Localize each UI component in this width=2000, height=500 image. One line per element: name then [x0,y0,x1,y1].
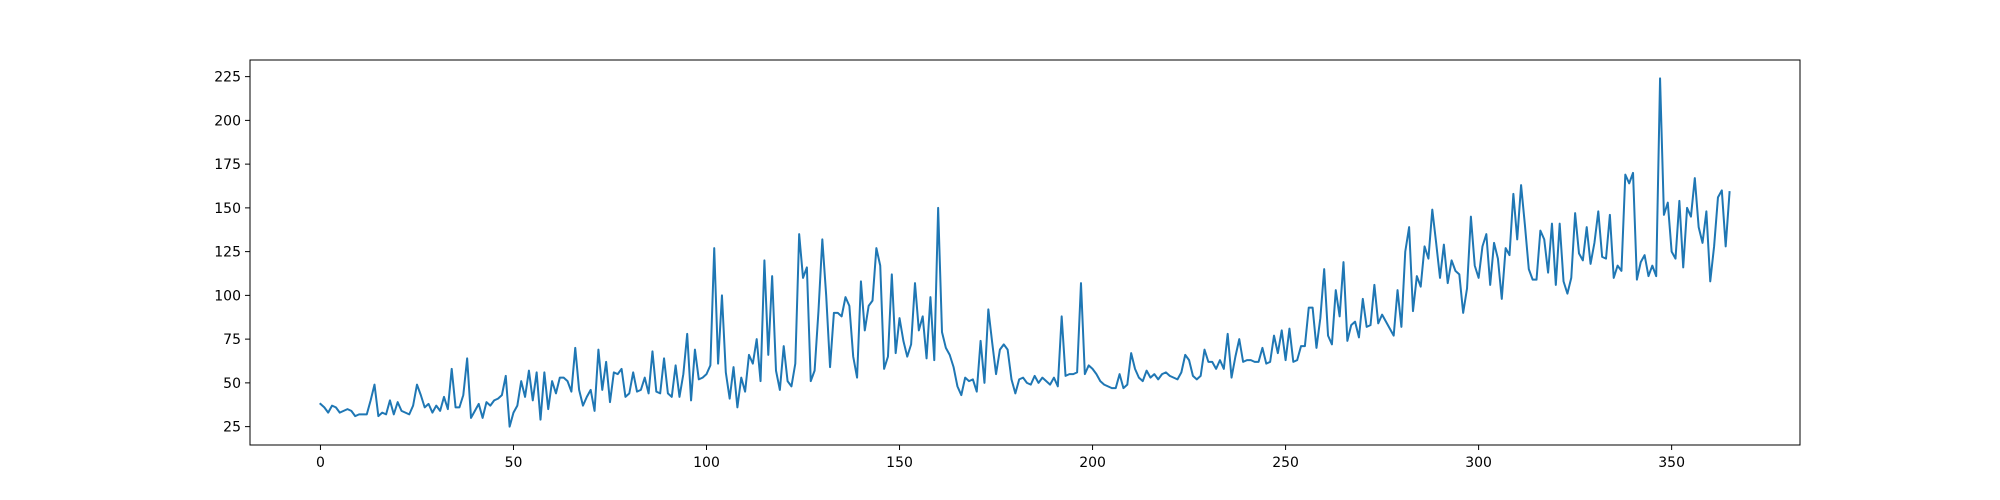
y-tick-label: 100 [214,288,241,304]
series-line [319,77,1731,428]
y-tick-label: 25 [223,420,241,436]
y-tick-label: 175 [214,157,241,173]
x-tick-label: 300 [1465,455,1492,471]
x-tick-label: 50 [505,455,523,471]
y-tick-label: 125 [214,245,241,261]
y-tick-label: 150 [214,201,241,217]
x-tick-label: 200 [1079,455,1106,471]
series-layer [319,77,1731,428]
y-tick-label: 50 [223,376,241,392]
x-tick-label: 350 [1658,455,1685,471]
y-tick-label: 200 [214,113,241,129]
x-tick-label: 0 [316,455,325,471]
plot-frame [249,59,1801,446]
x-axis: 0 50 100 150 200 250 300 350 [316,445,1685,471]
y-tick-label: 75 [223,332,241,348]
x-tick-label: 250 [1272,455,1299,471]
y-axis: 25 50 75 100 125 150 175 200 225 [214,70,250,436]
x-tick-label: 150 [886,455,913,471]
x-tick-label: 100 [693,455,720,471]
y-tick-label: 225 [214,70,241,86]
